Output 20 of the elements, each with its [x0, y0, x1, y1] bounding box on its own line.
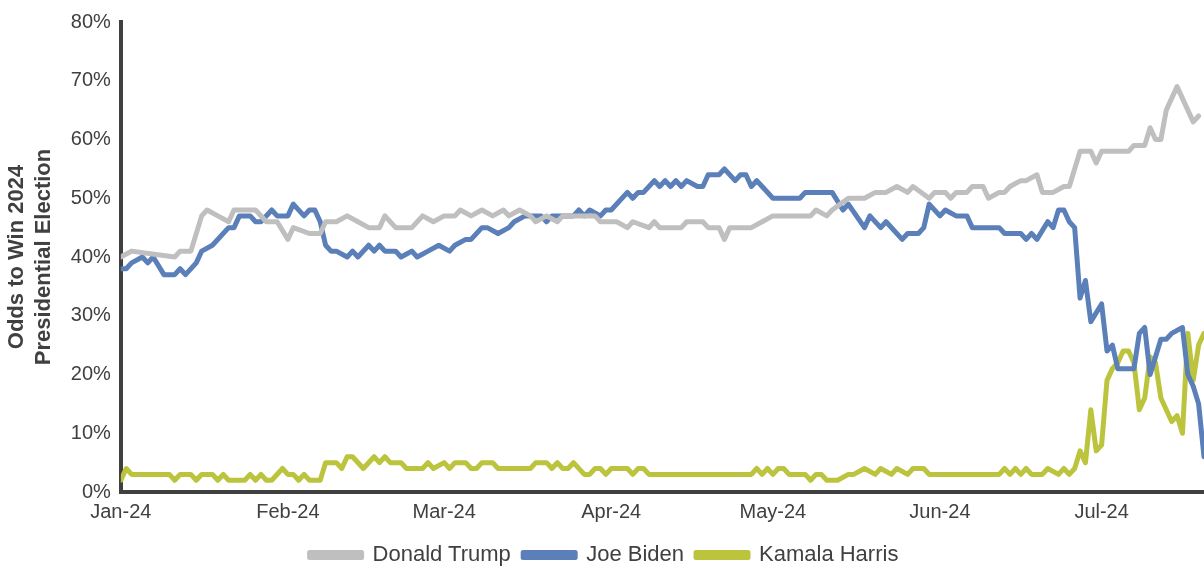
y-tick-label: 70%	[70, 68, 112, 91]
x-tick-label: Apr-24	[581, 499, 642, 522]
legend-label: Donald Trump	[372, 541, 511, 567]
y-tick-label: 30%	[70, 303, 112, 326]
x-tick-label: Mar-24	[412, 499, 476, 522]
x-tick-label: May-24	[739, 499, 807, 522]
y-tick-label: 20%	[70, 362, 112, 385]
y-tick-label: 80%	[70, 9, 112, 32]
x-tick-label: Feb-24	[256, 499, 320, 522]
x-tick-label: Jun-24	[909, 499, 971, 522]
y-tick-label: 10%	[70, 420, 112, 443]
y-tick-label: 40%	[70, 244, 112, 267]
y-axis-title: Odds to Win 2024 Presidential Election	[3, 148, 55, 366]
y-tick-label: 0%	[81, 479, 112, 502]
legend-label: Kamala Harris	[759, 541, 899, 567]
y-tick-label: 50%	[70, 185, 112, 208]
legend-label: Joe Biden	[586, 541, 685, 567]
y-tick-label: 60%	[70, 127, 112, 150]
x-tick-label: Jul-24	[1074, 499, 1129, 522]
x-tick-label: Jan-24	[90, 499, 152, 522]
